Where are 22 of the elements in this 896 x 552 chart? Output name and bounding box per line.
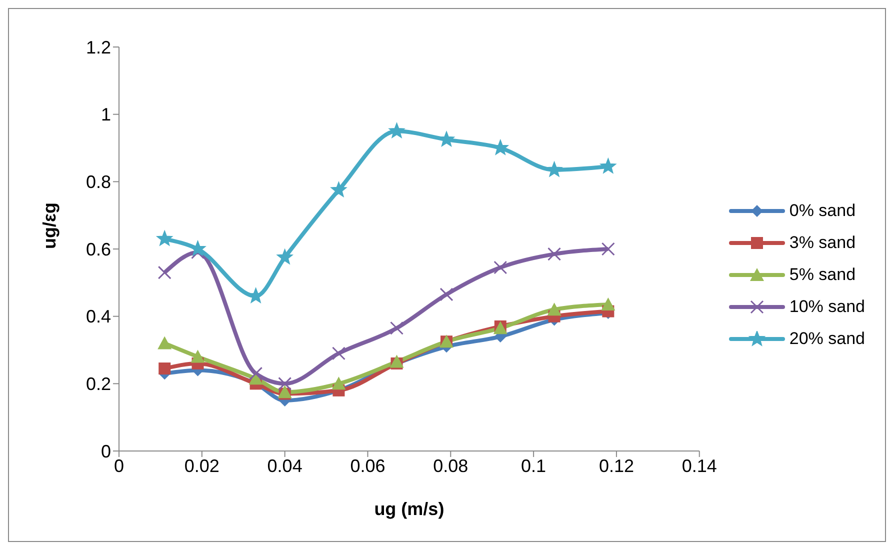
y-tick-label: 1: [100, 104, 111, 125]
legend-label: 3% sand: [789, 233, 856, 253]
y-tick-label: 1.2: [86, 37, 111, 58]
x-tick-label: 0.08: [433, 456, 468, 476]
x-tick-label: 0.06: [350, 456, 386, 476]
y-axis-title: ug/εg: [39, 202, 60, 249]
y-tick-label: 0.8: [86, 172, 111, 192]
x-tick-label: 0.02: [184, 456, 220, 476]
y-tick-label: 0: [100, 441, 111, 462]
y-tick-label: 0.6: [86, 239, 111, 260]
legend-label: 5% sand: [789, 265, 856, 285]
y-tick-label: 0.2: [86, 374, 111, 394]
x-tick-label: 0.14: [682, 456, 717, 476]
legend-label: 10% sand: [789, 297, 865, 317]
x-axis-title: ug (m/s): [374, 499, 444, 519]
x-tick-label: 0: [114, 456, 124, 476]
y-tick-label: 0.4: [86, 306, 111, 327]
x-tick-label: 0.12: [598, 456, 634, 476]
legend-label: 20% sand: [789, 329, 865, 349]
x-tick-label: 0.04: [267, 456, 302, 476]
x-tick-label: 0.1: [521, 456, 546, 476]
legend-label: 0% sand: [789, 201, 856, 221]
